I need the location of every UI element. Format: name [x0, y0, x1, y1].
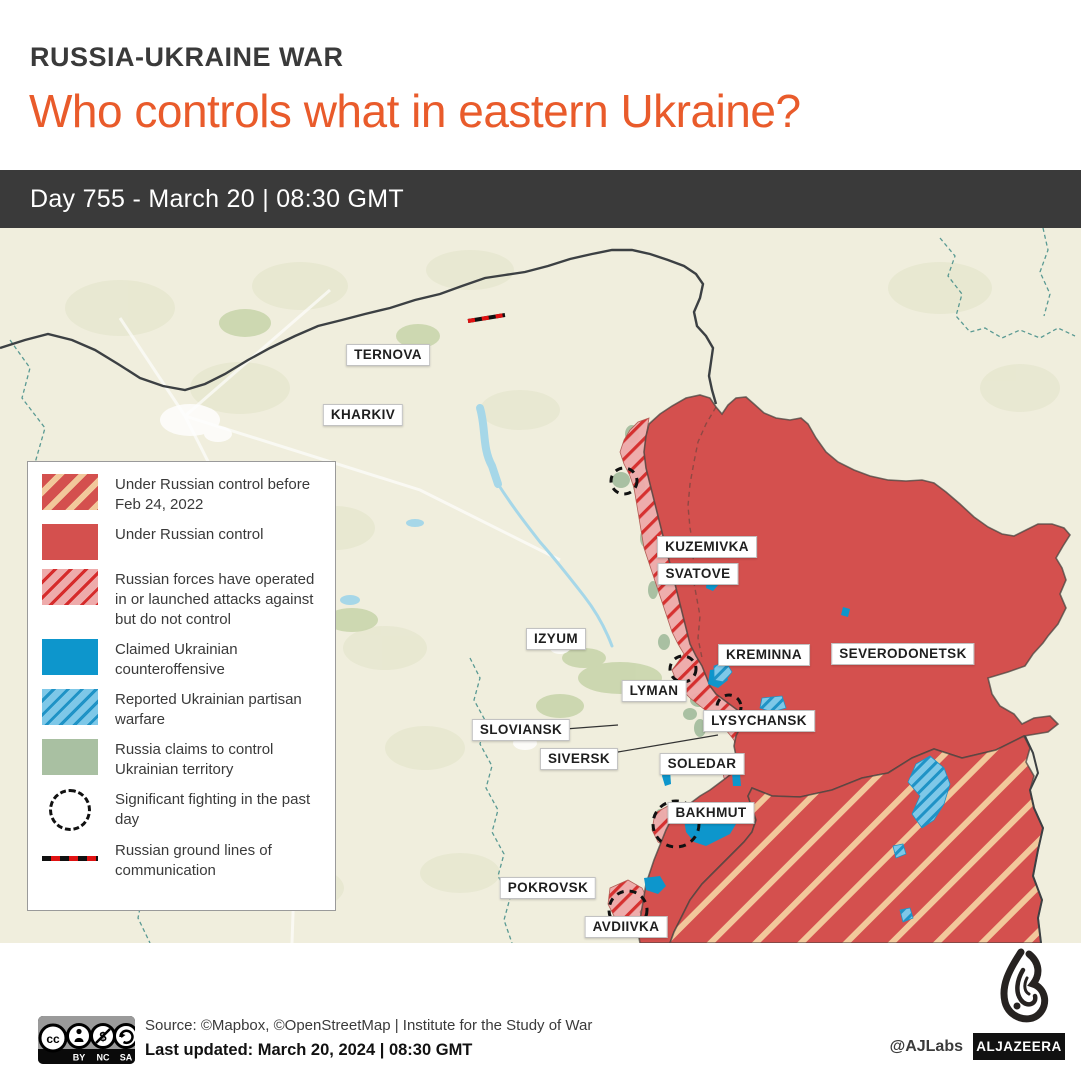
gloc-line — [467, 313, 506, 323]
legend-swatch-icon — [42, 689, 98, 725]
updated-line: Last updated: March 20, 2024 | 08:30 GMT — [145, 1041, 473, 1059]
legend-label: Russia claims to control Ukrainian terri… — [115, 741, 274, 778]
ajlabs-handle: @AJLabs — [889, 1038, 963, 1055]
legend-swatch-icon — [42, 474, 98, 510]
day-banner: Day 755 - March 20 | 08:30 GMT — [0, 170, 1081, 228]
legend-item-ukrainian-counteroffensive: Claimed Ukrainian counteroffensive — [42, 639, 323, 680]
legend-item-ground-lines: Russian ground lines of communication — [42, 840, 323, 881]
aljazeera-flame-logo — [1000, 948, 1049, 1023]
legend-swatch-icon — [42, 524, 98, 560]
source-line: Source: ©Mapbox, ©OpenStreetMap | Instit… — [145, 1017, 593, 1034]
legend-swatch-icon — [42, 789, 98, 831]
map-legend: Under Russian control before Feb 24, 202… — [27, 461, 336, 911]
day-banner-text: Day 755 - March 20 | 08:30 GMT — [30, 184, 404, 213]
legend-label: Under Russian control before Feb 24, 202… — [115, 476, 311, 513]
legend-label: Claimed Ukrainian counteroffensive — [115, 641, 238, 678]
country-border — [0, 248, 718, 405]
water — [476, 404, 614, 648]
creative-commons-badge: cc $ BY NC SA — [38, 1016, 135, 1064]
footer: cc $ BY NC SA Source: ©Mapbox, ©OpenStre… — [0, 943, 1081, 1081]
legend-item-russian-attacks: Russian forces have operated in or launc… — [42, 569, 323, 630]
leader-lines — [564, 724, 719, 754]
cc-icons: cc $ BY NC SA — [38, 1016, 135, 1064]
svg-text:BY: BY — [73, 1053, 86, 1063]
legend-label: Significant fighting in the past day — [115, 791, 311, 828]
legend-label: Under Russian control — [115, 526, 264, 543]
legend-item-russian-control: Under Russian control — [42, 524, 323, 560]
lakes — [340, 519, 424, 605]
page-title: Who controls what in eastern Ukraine? — [29, 85, 801, 137]
country-border-east — [1024, 735, 1045, 943]
legend-item-russian-control-pre2022: Under Russian control before Feb 24, 202… — [42, 474, 323, 515]
legend-swatch-icon — [42, 739, 98, 775]
oblast-boundary — [687, 406, 717, 659]
legend-item-partisan-warfare: Reported Ukrainian partisan warfare — [42, 689, 323, 730]
legend-swatch-icon — [42, 639, 98, 675]
source-block: Source: ©Mapbox, ©OpenStreetMap | Instit… — [145, 1017, 592, 1060]
aljazeera-wordmark: ALJAZEERA — [973, 1033, 1065, 1060]
legend-item-russia-claims: Russia claims to control Ukrainian terri… — [42, 739, 323, 780]
legend-item-significant-fighting: Significant fighting in the past day — [42, 789, 323, 831]
urban-areas — [160, 404, 570, 750]
header: RUSSIA-UKRAINE WAR Who controls what in … — [0, 0, 1081, 170]
map: TERNOVA KHARKIV KUZEMIVKA SVATOVE IZYUM KREMI… — [0, 228, 1081, 943]
svg-text:cc: cc — [46, 1032, 60, 1046]
kicker: RUSSIA-UKRAINE WAR — [30, 42, 344, 72]
legend-label: Russian ground lines of communication — [115, 842, 272, 879]
legend-label: Russian forces have operated in or launc… — [115, 571, 315, 628]
svg-text:SA: SA — [120, 1053, 133, 1063]
svg-text:NC: NC — [97, 1053, 110, 1063]
legend-swatch-icon — [42, 840, 98, 876]
partisan-areas — [713, 661, 951, 923]
legend-label: Reported Ukrainian partisan warfare — [115, 691, 302, 728]
legend-swatch-icon — [42, 569, 98, 605]
